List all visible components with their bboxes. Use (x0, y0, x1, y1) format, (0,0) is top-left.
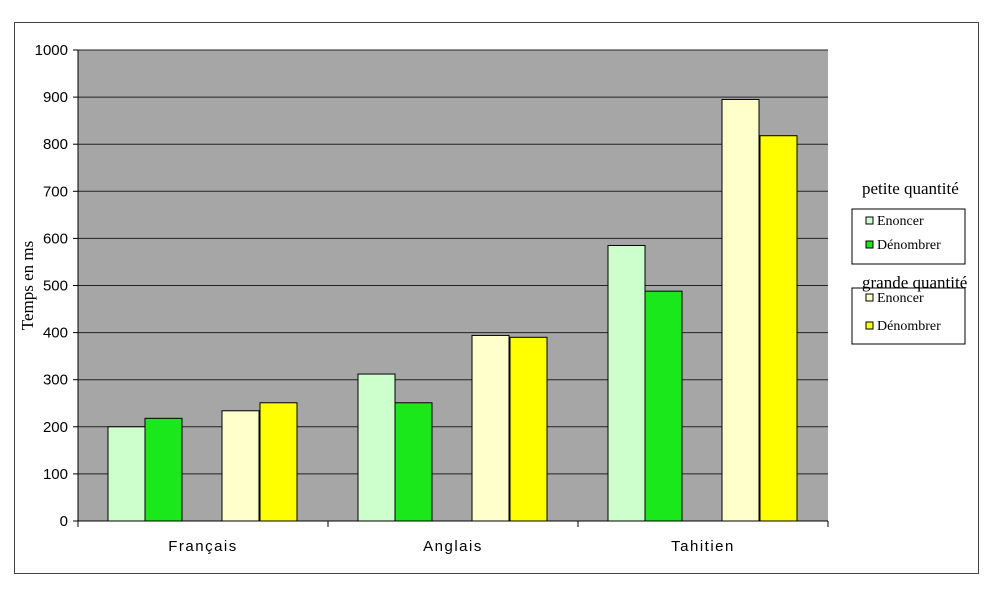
bar-tahitien-series-4 (759, 135, 798, 522)
legend-entry-label: Dénombrer (877, 238, 941, 253)
bar-anglais-series-2 (394, 402, 433, 522)
y-tick-label: 1000 (35, 42, 68, 59)
bar-tahitien-series-2 (644, 290, 683, 522)
y-tick-label: 100 (43, 466, 68, 483)
bar-anglais-series-3 (471, 334, 510, 522)
bar-franais-series-3 (221, 410, 260, 522)
legend-group-title: petite quantité (862, 179, 959, 198)
bar-franais-series-2 (144, 417, 183, 522)
y-tick-label: 400 (43, 325, 68, 342)
x-category-label: Tahitien (671, 538, 735, 555)
y-tick-label: 500 (43, 278, 68, 295)
legend-group-title: grande quantité (862, 273, 967, 292)
bar-franais-series-1 (107, 426, 146, 522)
y-axis-title: Temps en ms (18, 241, 37, 330)
x-category-label: Anglais (423, 538, 483, 555)
legend-swatch (865, 321, 874, 330)
bar-anglais-series-4 (509, 336, 548, 522)
y-tick-label: 700 (43, 183, 68, 200)
legend-entry-label: Enoncer (877, 291, 924, 306)
legend: petite quantité Enoncer Dénombrer grande qu… (851, 179, 967, 345)
y-tick-label: 300 (43, 372, 68, 389)
x-category-label: Français (168, 538, 238, 555)
y-tick-label: 200 (43, 419, 68, 436)
legend-swatch (865, 293, 874, 302)
bar-tahitien-series-3 (721, 98, 760, 522)
y-tick-label: 800 (43, 136, 68, 153)
bar-anglais-series-1 (357, 373, 396, 522)
legend-swatch (865, 240, 874, 249)
y-tick-label: 600 (43, 230, 68, 247)
legend-swatch (865, 216, 874, 225)
bars-group (107, 98, 798, 522)
gridlines (78, 49, 828, 475)
bar-franais-series-4 (259, 402, 298, 522)
legend-entry-label: Dénombrer (877, 319, 941, 334)
legend-entry-label: Enoncer (877, 214, 924, 229)
y-tick-label: 0 (60, 513, 68, 530)
axes-group: 0 100 200 300 400 500 600 700 800 900 1000 Français… (35, 42, 829, 555)
bar-tahitien-series-1 (607, 244, 646, 522)
y-tick-label: 900 (43, 89, 68, 106)
